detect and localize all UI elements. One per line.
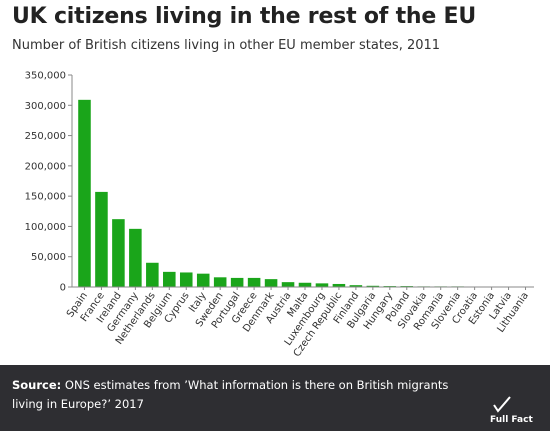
chart-title: UK citizens living in the rest of the EU <box>12 4 477 29</box>
logo-text: Full Fact <box>490 415 533 425</box>
footer: Source: ONS estimates from ’What informa… <box>0 365 550 431</box>
source-note: Source: ONS estimates from ’What informa… <box>12 376 482 414</box>
full-fact-logo: Full Fact <box>490 396 533 425</box>
bar-bulgaria <box>366 285 380 287</box>
y-tick-label: 50,000 <box>31 252 66 263</box>
y-tick-label: 250,000 <box>25 131 66 142</box>
y-tick-label: 200,000 <box>25 161 66 172</box>
y-tick-label: 350,000 <box>25 71 66 82</box>
x-axis: SpainFranceIrelandGermanyNetherlandsBelg… <box>65 286 534 359</box>
bar-chart: 0 50,000 100,000 150,000 200,000 250,000 300,0… <box>25 71 534 359</box>
bar-denmark <box>264 279 278 287</box>
bar-finland <box>349 285 363 287</box>
bar-czech-republic <box>332 283 346 287</box>
bar-cyprus <box>179 272 193 287</box>
bar-austria <box>281 282 295 287</box>
bar-france <box>95 191 108 287</box>
logo-check-icon <box>493 396 511 413</box>
bar-sweden <box>213 277 227 287</box>
y-tick-label: 0 <box>60 283 66 294</box>
y-axis: 0 50,000 100,000 150,000 200,000 250,000 300,0… <box>25 71 73 294</box>
y-tick-label: 300,000 <box>25 101 66 112</box>
source-label: Source: <box>12 378 62 392</box>
bar-ireland <box>112 219 125 287</box>
bars <box>78 99 532 288</box>
bar-malta <box>298 282 312 287</box>
bar-luxembourg <box>315 283 329 287</box>
bar-spain <box>78 99 91 287</box>
y-tick-label: 150,000 <box>25 192 66 203</box>
bar-greece <box>247 277 261 287</box>
bar-belgium <box>163 271 176 287</box>
chart-subtitle: Number of British citizens living in oth… <box>12 38 441 53</box>
bar-germany <box>129 228 142 287</box>
y-tick-label: 100,000 <box>25 222 66 233</box>
bar-portugal <box>230 277 244 287</box>
source-text: ONS estimates from ’What information is … <box>12 378 449 411</box>
bar-netherlands <box>146 262 159 287</box>
bar-italy <box>196 273 210 287</box>
